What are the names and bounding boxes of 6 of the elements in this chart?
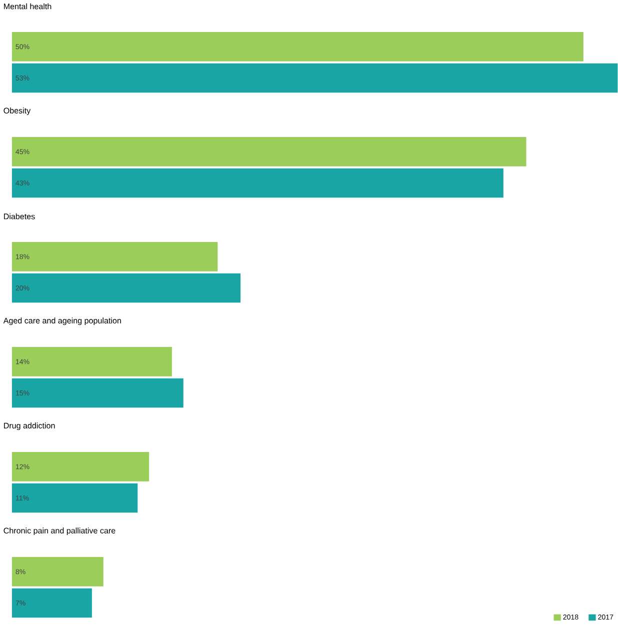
y-tick-label: Aged care and ageing population — [3, 318, 121, 326]
y-tick-label: Chronic pain and palliative care — [4, 528, 116, 536]
y-tick-label: Mental health — [4, 3, 51, 10]
y-tick-label: Drug addiction — [4, 422, 54, 430]
y-tick-label: Obesity — [3, 108, 30, 116]
y-tick-label: Diabetes — [4, 213, 35, 220]
